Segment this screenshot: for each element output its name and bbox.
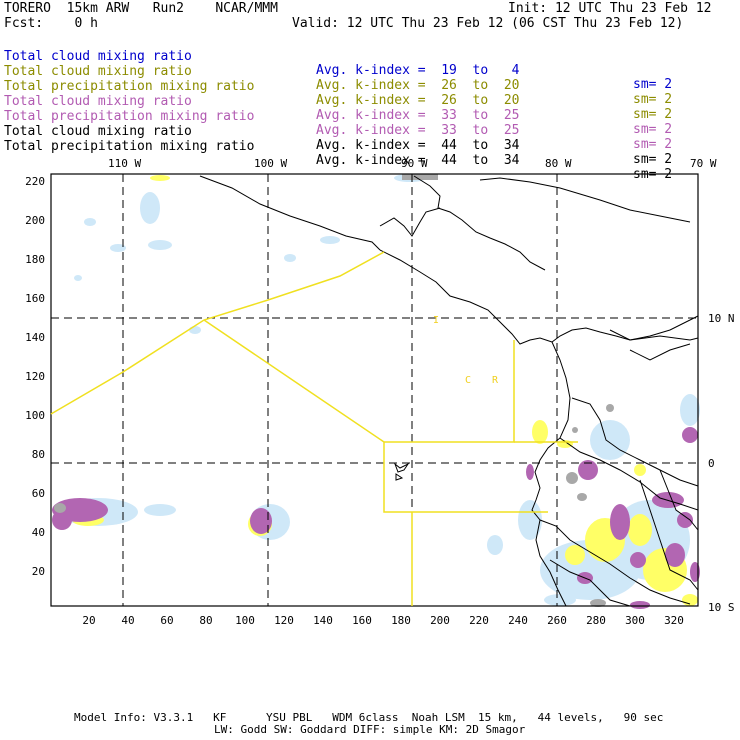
- analysis-region-outline: [50, 251, 578, 606]
- legend-index: Avg. k-index = 26 to 20: [316, 78, 520, 93]
- valid-time: Valid: 12 UTC Thu 23 Feb 12 (06 CST Thu …: [292, 16, 684, 31]
- x-tick: 20: [82, 614, 95, 627]
- y-tick: 40: [32, 526, 45, 539]
- x-axis-ticks: 20 40 60 80 100 120 140 160 180 200 220 …: [82, 614, 684, 627]
- lat-label: 0: [708, 457, 715, 470]
- legend-row: Total precipitation mixing ratio Avg. k-…: [0, 126, 672, 196]
- legend-row: Total cloud mixing ratio Avg. k-index = …: [0, 81, 672, 151]
- lon-label: 80 W: [545, 157, 572, 170]
- legend-row: Total cloud mixing ratio Avg. k-index = …: [0, 51, 672, 121]
- legend-row: Total precipitation mixing ratio Avg. k-…: [0, 66, 672, 136]
- region-label: I: [433, 315, 439, 326]
- legend-row: Total cloud mixing ratio Avg. k-index = …: [0, 36, 672, 106]
- y-tick: 120: [25, 370, 45, 383]
- legend-field: Total cloud mixing ratio: [4, 64, 192, 79]
- x-tick: 240: [508, 614, 528, 627]
- x-tick: 300: [625, 614, 645, 627]
- init-time: Init: 12 UTC Thu 23 Feb 12: [508, 1, 712, 16]
- legend-index: Avg. k-index = 44 to 34: [316, 138, 520, 153]
- legend-field: Total cloud mixing ratio: [4, 49, 192, 64]
- lon-label: 110 W: [108, 157, 141, 170]
- legend-field: Total precipitation mixing ratio: [4, 79, 255, 94]
- y-tick: 140: [25, 331, 45, 344]
- x-tick: 180: [391, 614, 411, 627]
- y-tick: 200: [25, 214, 45, 227]
- region-label: C: [465, 375, 471, 386]
- lat-lon-grid: [51, 174, 698, 606]
- x-tick: 100: [235, 614, 255, 627]
- legend-index: Avg. k-index = 19 to 4: [316, 63, 520, 78]
- x-tick: 260: [547, 614, 567, 627]
- legend-field: Total cloud mixing ratio: [4, 94, 192, 109]
- y-tick: 180: [25, 253, 45, 266]
- legend-index: Avg. k-index = 44 to 34: [316, 153, 520, 168]
- legend-field: Total cloud mixing ratio: [4, 124, 192, 139]
- model-info-line2: LW: Godd SW: Goddard DIFF: simple KM: 2D…: [214, 723, 526, 736]
- legend-smooth: sm= 2: [633, 122, 673, 137]
- y-tick: 20: [32, 565, 45, 578]
- y-tick: 100: [25, 409, 45, 422]
- model-title: TORERO 15km ARW Run2 NCAR/MMM: [4, 1, 278, 16]
- plot-frame: [50, 173, 699, 607]
- legend-index: Avg. k-index = 33 to 25: [316, 123, 520, 138]
- region-label: R: [492, 375, 499, 386]
- y-tick: 220: [25, 175, 45, 188]
- legend-smooth: sm= 2: [633, 137, 673, 152]
- precip-field-purple: [52, 427, 700, 609]
- y-tick: 160: [25, 292, 45, 305]
- legend-row: Total cloud mixing ratio Avg. k-index = …: [0, 111, 672, 181]
- top-lon-labels: 110 W 100 W 90 W 80 W 70 W: [108, 157, 717, 170]
- forecast-hour: Fcst: 0 h: [4, 16, 98, 31]
- x-tick: 80: [199, 614, 212, 627]
- precip-field-yellow: [72, 175, 698, 606]
- lon-label: 100 W: [254, 157, 287, 170]
- x-tick: 200: [430, 614, 450, 627]
- x-tick: 60: [160, 614, 173, 627]
- lat-label: 10 S: [708, 601, 735, 614]
- legend-smooth: sm= 2: [633, 77, 673, 92]
- legend-field: Total precipitation mixing ratio: [4, 139, 255, 154]
- lat-label: 10 N: [708, 312, 735, 325]
- region-labels: C R I: [433, 315, 499, 386]
- cloud-field-gray: [54, 174, 614, 607]
- legend-smooth: sm= 2: [633, 152, 673, 167]
- x-tick: 120: [274, 614, 294, 627]
- y-tick: 60: [32, 487, 45, 500]
- legend-smooth: sm= 2: [633, 92, 673, 107]
- x-tick: 160: [352, 614, 372, 627]
- model-info-line1: Model Info: V3.3.1 KF YSU PBL WDM 6class…: [74, 711, 664, 724]
- legend-row: Total precipitation mixing ratio Avg. k-…: [0, 96, 672, 166]
- coastlines: [199, 175, 699, 607]
- y-tick: 80: [32, 448, 45, 461]
- lon-label: 70 W: [690, 157, 717, 170]
- x-tick: 320: [664, 614, 684, 627]
- legend-index: Avg. k-index = 26 to 20: [316, 93, 520, 108]
- x-tick: 220: [469, 614, 489, 627]
- x-tick: 140: [313, 614, 333, 627]
- lon-label: 90 W: [401, 157, 428, 170]
- legend-smooth: sm= 2: [633, 107, 673, 122]
- x-tick: 280: [586, 614, 606, 627]
- y-axis-ticks: 220 200 180 160 140 120 100 80 60 40 20: [25, 175, 45, 578]
- x-tick: 40: [121, 614, 134, 627]
- legend-index: Avg. k-index = 33 to 25: [316, 108, 520, 123]
- right-lat-labels: 10 N 0 10 S: [708, 312, 735, 614]
- legend-field: Total precipitation mixing ratio: [4, 109, 255, 124]
